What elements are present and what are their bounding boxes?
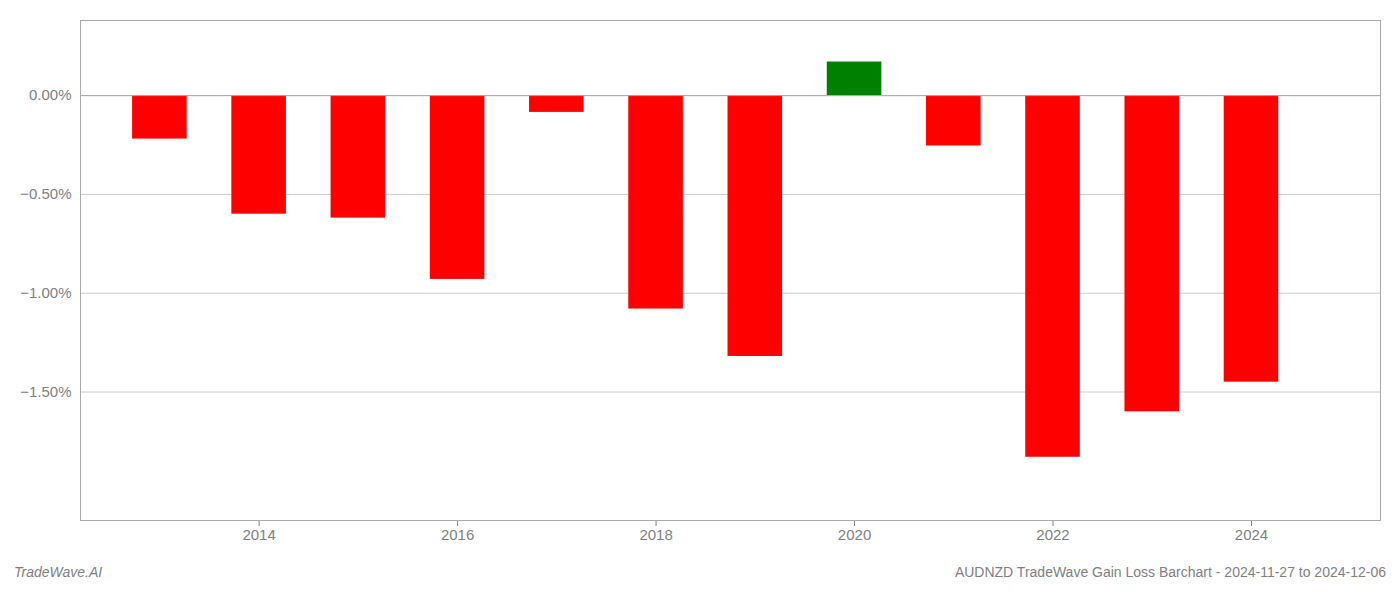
svg-text:−1.00%: −1.00% xyxy=(20,284,71,301)
svg-text:2014: 2014 xyxy=(242,526,275,543)
svg-text:2016: 2016 xyxy=(441,526,474,543)
svg-text:0.00%: 0.00% xyxy=(29,86,72,103)
svg-text:2018: 2018 xyxy=(639,526,672,543)
svg-text:−1.50%: −1.50% xyxy=(20,383,71,400)
svg-text:−0.50%: −0.50% xyxy=(20,185,71,202)
html-text:AUDNZD TradeWave Gain Loss Bar: AUDNZD TradeWave Gain Loss Barchart - 20… xyxy=(954,564,1386,580)
svg-text:2024: 2024 xyxy=(1235,526,1268,543)
svg-text:2020: 2020 xyxy=(838,526,871,543)
svg-text:2022: 2022 xyxy=(1036,526,1069,543)
html-text:TradeWave.AI: TradeWave.AI xyxy=(14,564,103,580)
